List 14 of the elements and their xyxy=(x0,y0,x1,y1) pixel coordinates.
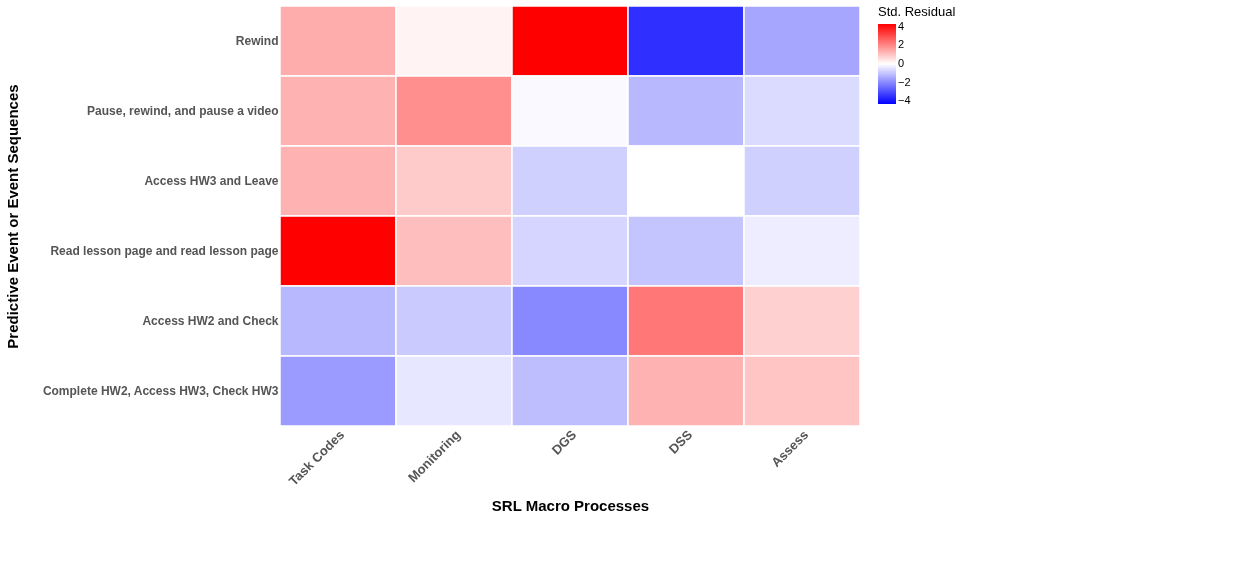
y-tick-label: Read lesson page and read lesson page xyxy=(50,244,279,258)
x-axis-title: SRL Macro Processes xyxy=(491,496,650,514)
y-tick-label: Pause, rewind, and pause a video xyxy=(87,104,279,118)
y-tick-label: Complete HW2, Access HW3, Check HW3 xyxy=(42,384,279,398)
color-bar-label: −2 xyxy=(898,75,911,88)
y-tick-label: Rewind xyxy=(235,34,279,48)
color-bar-label: −4 xyxy=(898,94,911,107)
y-axis-title: Predictive Event or Event Sequences xyxy=(3,84,21,349)
y-tick-label: Access HW3 and Leave xyxy=(144,174,279,188)
y-tick-label: Access HW2 and Check xyxy=(142,314,279,328)
color-bar-label: 0 xyxy=(898,57,905,69)
color-bar-label: 4 xyxy=(898,19,905,32)
color-bar-label: 2 xyxy=(898,38,905,51)
legend-title: Std. Residual xyxy=(878,4,956,19)
